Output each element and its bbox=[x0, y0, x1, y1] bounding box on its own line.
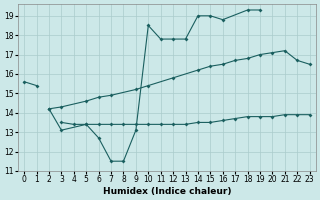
X-axis label: Humidex (Indice chaleur): Humidex (Indice chaleur) bbox=[103, 187, 231, 196]
